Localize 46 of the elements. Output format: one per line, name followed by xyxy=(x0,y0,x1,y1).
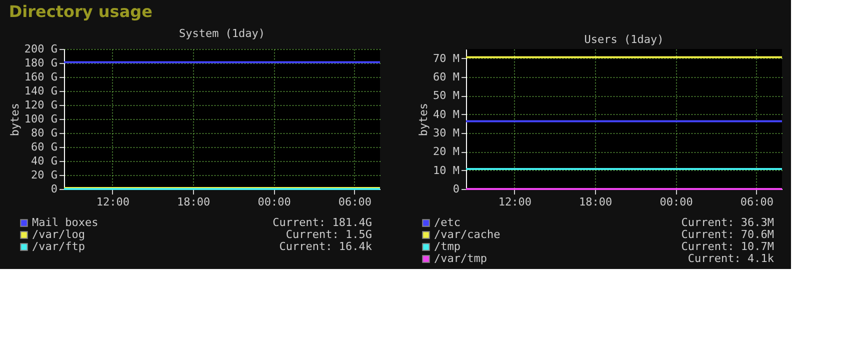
text: Directory usage xyxy=(8,2,153,21)
y-tick-label: 0 xyxy=(50,182,58,196)
text: Current: 70.6M xyxy=(681,228,774,241)
y-tick-label: 120 G xyxy=(24,98,58,112)
legend-label: Mail boxes xyxy=(32,216,98,229)
y-tick-label: 30 M xyxy=(433,126,460,140)
y-tick-label: 0 xyxy=(452,182,460,196)
text: Current: 16.4k xyxy=(279,240,372,253)
x-tick-label: 06:00 xyxy=(338,196,372,208)
y-tick-label: 180 G xyxy=(24,56,58,70)
text: Current: 36.3M xyxy=(681,216,774,229)
chart-title: System (1day) xyxy=(178,27,266,40)
y-tick-label: 80 G xyxy=(31,126,58,140)
legend-label: /var/tmp xyxy=(434,252,487,265)
y-tick-label: 60 M xyxy=(433,70,460,84)
x-tick-label: 18:00 xyxy=(579,196,612,208)
x-tick-label: 00:00 xyxy=(258,196,291,208)
y-tick-label: 140 G xyxy=(24,84,58,98)
y-tick-label: 10 M xyxy=(433,164,460,177)
y-tick-label: 20 G xyxy=(31,168,58,182)
text: Current: 181.4G xyxy=(272,216,372,229)
y-tick-label: 70 M xyxy=(433,52,460,65)
legend-label: /var/cache xyxy=(434,228,500,241)
x-tick-label: 12:00 xyxy=(498,196,532,208)
y-tick-label: 20 M xyxy=(433,145,460,158)
y-tick-label: 40 M xyxy=(433,108,460,121)
x-tick-label: 12:00 xyxy=(96,196,130,208)
text: Current: 10.7M xyxy=(681,240,774,253)
y-tick-label: 200 G xyxy=(24,42,58,56)
chart-title: Users (1day) xyxy=(584,33,664,46)
text: Current: 1.5G xyxy=(286,228,372,241)
legend-label: /var/ftp xyxy=(32,240,85,253)
legend-label: /tmp xyxy=(434,240,460,253)
y-tick-label: 60 G xyxy=(31,140,58,154)
legend-label: /etc xyxy=(434,216,460,229)
x-tick-label: 00:00 xyxy=(660,196,693,208)
y-axis-title: bytes xyxy=(417,102,430,136)
x-tick-label: 18:00 xyxy=(177,196,210,208)
text: Current: 4.1k xyxy=(688,252,774,265)
y-axis-title: bytes xyxy=(8,102,22,136)
y-tick-label: 50 M xyxy=(433,89,460,102)
x-tick-label: 06:00 xyxy=(740,196,774,208)
y-tick-label: 100 G xyxy=(24,112,58,126)
y-tick-label: 160 G xyxy=(24,70,58,84)
legend-label: /var/log xyxy=(32,228,85,241)
y-tick-label: 40 G xyxy=(31,154,58,168)
